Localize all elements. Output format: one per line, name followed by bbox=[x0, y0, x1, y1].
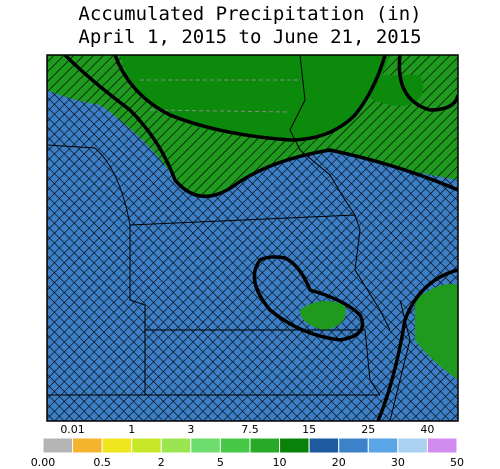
colorbar: 0.00 0.01 0.5 1 2 3 5 7.5 10 15 20 25 30 40 50 bbox=[31, 423, 464, 469]
colorbar-label: 1 bbox=[128, 423, 135, 436]
colorbar-label: 0.01 bbox=[60, 423, 85, 436]
map bbox=[47, 55, 458, 421]
colorbar-box bbox=[42, 437, 74, 454]
green-core bbox=[345, 75, 424, 106]
colorbar-label: 40 bbox=[420, 423, 434, 436]
colorbar-box bbox=[426, 437, 458, 454]
colorbar-box bbox=[219, 437, 251, 454]
green-edge bbox=[415, 284, 458, 380]
green-core bbox=[120, 55, 390, 140]
map-frame bbox=[46, 54, 459, 422]
colorbar-box bbox=[397, 437, 428, 454]
title-line: Accumulated Precipitation (in) bbox=[78, 3, 421, 25]
green-spot bbox=[300, 301, 346, 330]
colorbar-label: 5 bbox=[217, 456, 224, 469]
colorbar-label: 10 bbox=[273, 456, 287, 469]
colorbar-label: 2 bbox=[158, 456, 165, 469]
colorbar-label: 25 bbox=[361, 423, 375, 436]
colorbar-label: 50 bbox=[450, 456, 464, 469]
colorbar-label: 15 bbox=[302, 423, 316, 436]
colorbar-box bbox=[338, 437, 369, 454]
colorbar-box bbox=[190, 437, 221, 454]
colorbar-box bbox=[308, 437, 340, 454]
title-line: April 1, 2015 to June 21, 2015 bbox=[78, 26, 421, 48]
colorbar-label: 0.5 bbox=[93, 456, 111, 469]
colorbar-box bbox=[101, 437, 133, 454]
colorbar-box bbox=[279, 437, 310, 454]
colorbar-label: 3 bbox=[187, 423, 194, 436]
colorbar-label: 30 bbox=[391, 456, 405, 469]
colorbar-box bbox=[249, 437, 281, 454]
contours bbox=[63, 55, 458, 421]
boundaries bbox=[47, 55, 411, 421]
colorbar-label: 20 bbox=[332, 456, 346, 469]
colorbar-label: 7.5 bbox=[241, 423, 259, 436]
colorbar-box bbox=[367, 437, 399, 454]
colorbar-box bbox=[72, 437, 103, 454]
colorbar-box bbox=[131, 437, 162, 454]
colorbar-label: 0.00 bbox=[31, 456, 56, 469]
colorbar-box bbox=[160, 437, 192, 454]
